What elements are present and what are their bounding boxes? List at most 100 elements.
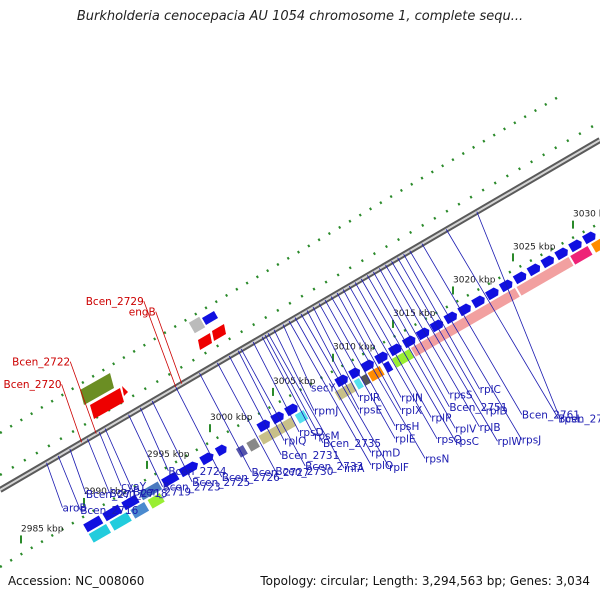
gene-feature [212, 324, 226, 341]
gene-label-leader [98, 431, 122, 487]
gene-label[interactable]: rplP [431, 412, 451, 424]
gene-label-leader [385, 264, 480, 427]
gene-feature [130, 502, 150, 519]
gene-label[interactable]: rpmJ [314, 406, 338, 418]
gene-feature [138, 481, 163, 501]
gene-label[interactable]: rpsM [314, 431, 340, 443]
gene-feature [109, 512, 132, 531]
gene-feature [383, 361, 394, 373]
gene-label[interactable]: rplO [371, 460, 393, 472]
gene-label-leader [69, 361, 97, 434]
gene-feature [554, 247, 568, 261]
gene-label[interactable]: aroB [63, 503, 87, 515]
gene-label[interactable]: rpsQ [437, 434, 462, 446]
gene-label-leader [372, 271, 450, 408]
gene-label[interactable]: rplX [401, 405, 422, 417]
gene-label[interactable]: rpsC [455, 436, 479, 448]
gene-label[interactable]: Bcen_2762 [558, 413, 600, 425]
gene-label[interactable]: rplV [455, 423, 477, 435]
gene-label[interactable]: rplR [359, 392, 380, 404]
gene-label-leader [61, 384, 82, 443]
forward-strand [83, 144, 600, 543]
gene-label[interactable]: Bcen_2724 [168, 466, 226, 478]
gene-label[interactable]: Bcen_2751 [449, 402, 507, 414]
gene-label-leader [175, 386, 223, 478]
gene-feature [498, 279, 513, 293]
gene-feature [353, 378, 364, 390]
gene-label[interactable]: rplQ [284, 436, 306, 448]
gene-label[interactable]: Bcen_2718 [109, 488, 167, 500]
gene-feature [415, 327, 430, 341]
gene-label[interactable]: Bcen_2729 [86, 296, 144, 308]
kbp-tick-label: 2995 kbp [147, 450, 190, 460]
gene-feature [235, 445, 248, 458]
gene-label[interactable]: Bcen_2726 [222, 472, 280, 484]
gene-feature [178, 461, 199, 478]
gene-feature [284, 403, 298, 417]
gene-label[interactable]: Bcen_2720 [4, 379, 62, 391]
gene-label[interactable]: Bcen_2733 [305, 461, 363, 473]
gene-label[interactable]: rpsE [359, 404, 382, 416]
gene-label-leader [330, 296, 426, 459]
gene-label[interactable]: rplD [486, 406, 508, 418]
gene-label[interactable]: cyaY [121, 481, 146, 493]
gene-label-leader [46, 462, 63, 508]
gene-label[interactable]: rplE [395, 433, 416, 445]
gene-label[interactable]: Bcen_2723 [163, 482, 221, 494]
gene-label[interactable]: rpsD [299, 427, 324, 439]
gene-label[interactable]: rplW [498, 436, 523, 448]
gene-label[interactable]: rplN [401, 392, 423, 404]
kbp-tick-label: 3010 kbp [333, 343, 376, 353]
gene-feature [401, 335, 416, 349]
gene-feature [161, 471, 180, 488]
gene-label[interactable]: Bcen_2727 [252, 467, 310, 479]
gene-label[interactable]: rpsL [560, 414, 582, 426]
gene-label[interactable]: Bcen_2719 [133, 486, 191, 498]
gene-label[interactable]: Bcen_2730 [275, 466, 333, 478]
gene-label-leader [306, 310, 360, 410]
gene-labels: Bcen_2729engBBcen_2722Bcen_2720aroBBcen_… [4, 211, 600, 517]
gene-label[interactable]: secY [311, 382, 336, 394]
gene-label[interactable]: Bcen_2717 [86, 489, 144, 501]
gene-label[interactable]: Bcen_2716 [80, 505, 138, 517]
gene-feature [374, 351, 388, 365]
gene-label-leader [342, 289, 402, 398]
gene-label[interactable]: infA [344, 463, 365, 475]
gene-feature [294, 410, 309, 424]
gene-label-leader [69, 448, 87, 495]
gene-label-leader [360, 278, 456, 442]
gene-label[interactable]: Bcen_2731 [281, 450, 339, 462]
gene-feature [88, 524, 112, 543]
gene-feature [516, 257, 574, 296]
gene-label[interactable]: rplC [480, 384, 501, 396]
gene-feature [83, 515, 104, 533]
gene-feature [410, 288, 520, 357]
gene-label[interactable]: rpsN [425, 453, 449, 465]
gene-label[interactable]: rpmD [371, 448, 400, 460]
gene-label[interactable]: Bcen_2722 [12, 357, 70, 369]
gene-label[interactable]: rpsJ [522, 435, 542, 447]
gene-label-leader [318, 303, 396, 439]
gene-label[interactable]: Bcen_2735 [323, 438, 381, 450]
gene-label[interactable]: rplF [389, 462, 409, 474]
gene-feature [256, 419, 270, 433]
gene-label-leader [155, 311, 183, 384]
gene-label-leader [128, 414, 163, 487]
kbp-tick-label: 3020 kbp [453, 275, 496, 285]
gene-label[interactable]: Bcen_2761 [522, 410, 580, 422]
gene-label-leader [237, 350, 285, 441]
accession-label: Accession: NC_008060 [8, 574, 145, 588]
gene-label-leader [273, 329, 315, 411]
gene-label-leader [445, 229, 559, 419]
gene-label-leader [252, 341, 300, 433]
gene-label-leader [261, 336, 315, 436]
topology-summary: Topology: circular; Length: 3,294,563 bp… [260, 574, 590, 588]
gene-label[interactable]: Bcen_2725 [192, 477, 250, 489]
forward-gene-group [83, 231, 596, 533]
gene-label[interactable]: engB [129, 307, 156, 319]
gene-label-leader [324, 299, 396, 427]
gene-feature [147, 493, 165, 509]
upper-features [80, 311, 226, 419]
gene-label-leader [366, 275, 456, 429]
